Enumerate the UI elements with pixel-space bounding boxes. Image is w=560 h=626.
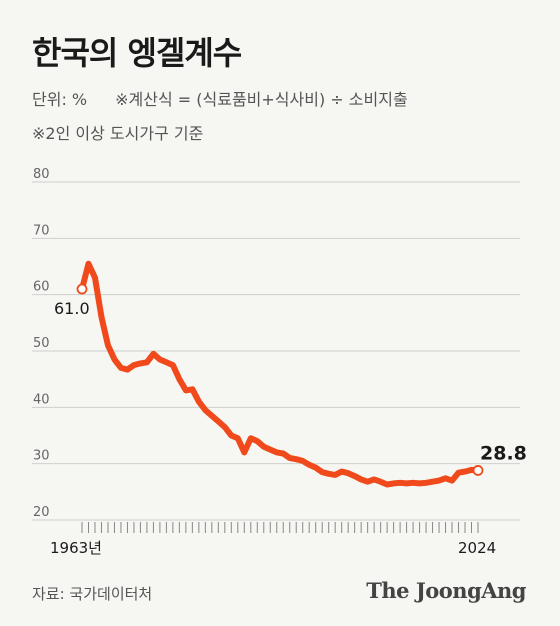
start-value-label: 61.0	[54, 299, 90, 318]
brand-logo: The JoongAng	[366, 578, 526, 603]
y-tick-label-50: 50	[33, 336, 50, 351]
x-label-start: 1963년	[50, 539, 102, 557]
y-tick-label-80: 80	[33, 167, 50, 182]
source-label: 자료: 국가데이터처	[32, 585, 153, 603]
y-tick-label-40: 40	[33, 392, 50, 407]
x-label-end: 2024	[458, 539, 496, 557]
criteria-note: ※2인 이상 도시가구 기준	[32, 124, 204, 143]
chart-meta: 단위: % ※계산식 = (식료품비+식사비) ÷ 소비지출	[32, 86, 408, 110]
end-value-label: 28.8	[480, 442, 527, 464]
formula-label: ※계산식 = (식료품비+식사비) ÷ 소비지출	[115, 90, 408, 109]
chart-title: 한국의 엥겔계수	[32, 34, 242, 72]
y-tick-label-30: 30	[33, 449, 50, 464]
start-point-marker	[76, 283, 88, 295]
y-tick-label-70: 70	[33, 223, 50, 238]
y-tick-label-60: 60	[33, 280, 50, 295]
unit-label: 단위: %	[32, 90, 88, 109]
end-point-marker	[472, 465, 484, 476]
y-tick-label-20: 20	[33, 505, 50, 520]
series-line	[79, 260, 481, 488]
